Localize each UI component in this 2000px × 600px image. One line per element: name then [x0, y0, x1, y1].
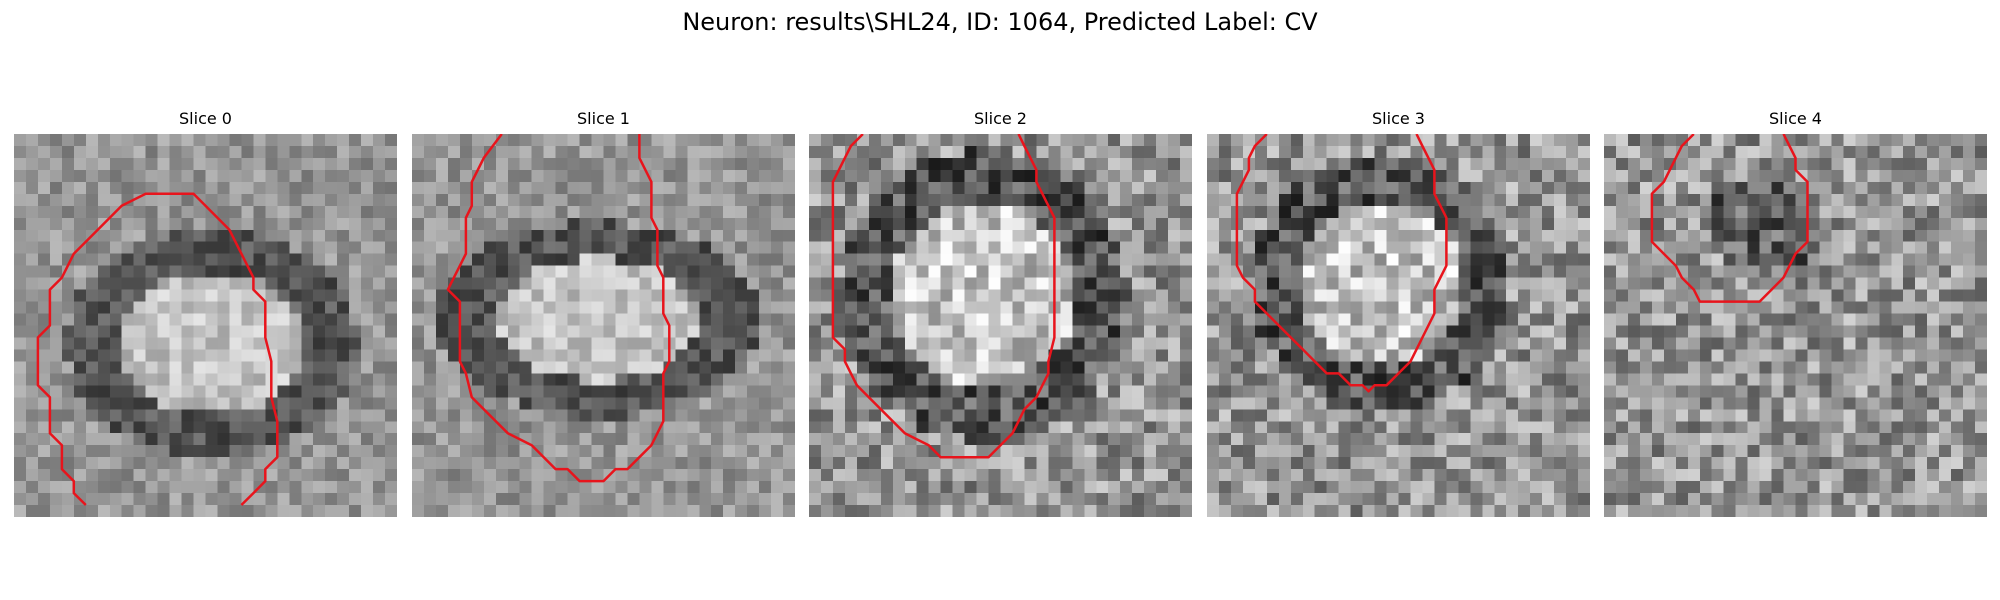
slice-title: Slice 1 [577, 109, 630, 128]
microscopy-slice-image [14, 134, 397, 517]
slice-title: Slice 2 [974, 109, 1027, 128]
neuron-contour-line [36, 192, 279, 506]
microscopy-slice-image [809, 134, 1192, 517]
slice-image [1604, 134, 1987, 517]
segmentation-overlay [1650, 134, 1809, 303]
neuron-contour-line [1650, 134, 1809, 303]
slice-title: Slice 0 [179, 109, 232, 128]
slice-title: Slice 3 [1372, 109, 1425, 128]
figure-title: Neuron: results\SHL24, ID: 1064, Predict… [682, 8, 1318, 36]
slice-image [1207, 134, 1590, 517]
slice-image [14, 134, 397, 517]
segmentation-overlay [831, 134, 1056, 459]
microscopy-slice-image [412, 134, 795, 517]
segmentation-overlay [1235, 134, 1448, 393]
neuron-contour-line [831, 134, 1056, 459]
neuron-contour-line [1235, 134, 1448, 393]
microscopy-slice-image [1207, 134, 1590, 517]
segmentation-overlay [36, 192, 279, 506]
slice-image [809, 134, 1192, 517]
slice-image [412, 134, 795, 517]
neuron-contour-line [446, 134, 671, 483]
segmentation-overlay [446, 134, 671, 483]
microscopy-slice-image [1604, 134, 1987, 517]
slice-title: Slice 4 [1769, 109, 1822, 128]
